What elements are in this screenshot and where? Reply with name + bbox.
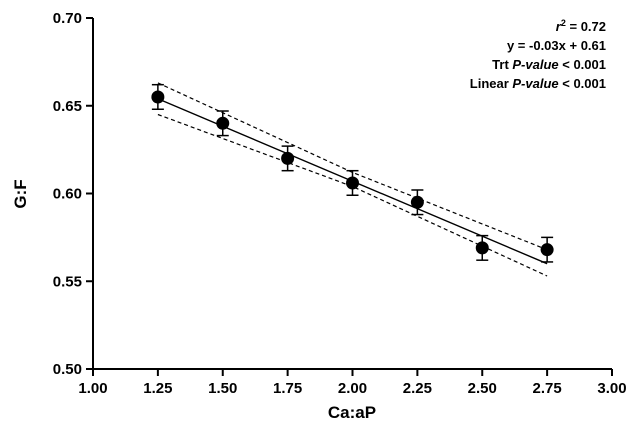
data-point xyxy=(541,243,554,256)
data-point-group xyxy=(281,146,294,171)
data-points xyxy=(151,85,553,262)
x-tick-label: 2.00 xyxy=(338,380,367,397)
y-tick-label: 0.60 xyxy=(53,186,82,203)
data-point-group xyxy=(476,236,489,261)
y-tick-label: 0.50 xyxy=(53,361,82,378)
ci-upper-line xyxy=(158,83,547,250)
y-axis-title: G:F xyxy=(11,179,30,208)
x-axis-title: Ca:aP xyxy=(328,403,376,422)
equation-label: y = -0.03x + 0.61 xyxy=(507,38,606,53)
data-point xyxy=(346,176,359,189)
x-tick-label: 1.00 xyxy=(78,380,107,397)
x-tick-label: 2.25 xyxy=(403,380,432,397)
data-point-group xyxy=(541,237,554,262)
data-point xyxy=(151,90,164,103)
y-tick-label: 0.70 xyxy=(53,10,82,27)
y-tick-label: 0.55 xyxy=(53,273,82,290)
x-tick-label: 1.25 xyxy=(143,380,172,397)
x-tick-label: 1.75 xyxy=(273,380,302,397)
x-tick-label: 3.00 xyxy=(597,380,626,397)
data-point xyxy=(281,152,294,165)
data-point-group xyxy=(151,85,164,110)
x-tick-label: 1.50 xyxy=(208,380,237,397)
data-point xyxy=(411,196,424,209)
x-tick-label: 2.50 xyxy=(468,380,497,397)
x-tick-label: 2.75 xyxy=(533,380,562,397)
trt-pvalue-label: Trt P-value < 0.001 xyxy=(492,57,606,72)
stats-annotation: r2 = 0.72 y = -0.03x + 0.61 Trt P-value … xyxy=(470,18,606,91)
data-point-group xyxy=(216,111,229,136)
r-squared-label: r2 = 0.72 xyxy=(556,18,606,34)
linear-pvalue-label: Linear P-value < 0.001 xyxy=(470,76,606,91)
y-tick-label: 0.65 xyxy=(53,98,82,115)
data-point xyxy=(476,241,489,254)
data-point xyxy=(216,117,229,130)
